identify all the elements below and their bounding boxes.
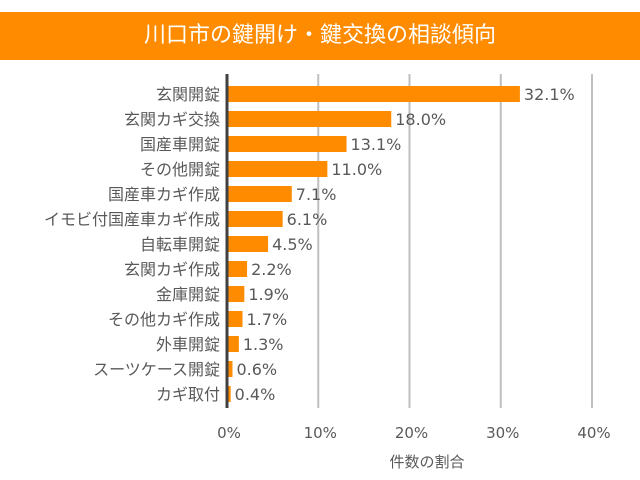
y-tick-label: 玄関カギ交換	[124, 110, 220, 129]
bar	[227, 86, 520, 102]
bar	[227, 186, 292, 202]
bar	[227, 311, 243, 327]
x-tick-label: 40%	[577, 424, 610, 442]
bar	[227, 211, 283, 227]
y-tick-label: カギ取付	[156, 385, 220, 404]
bar	[227, 386, 231, 402]
y-tick-label: スーツケース開錠	[93, 360, 220, 379]
y-tick-label: 自転車開錠	[140, 235, 220, 254]
data-label: 13.1%	[351, 135, 402, 154]
y-tick-label: 玄関開錠	[156, 85, 220, 104]
bar	[227, 336, 239, 352]
data-label: 6.1%	[287, 210, 328, 229]
y-tick-label: 金庫開錠	[156, 285, 220, 304]
data-label: 7.1%	[296, 185, 337, 204]
data-label: 4.5%	[272, 235, 313, 254]
y-tick-label: その他カギ作成	[108, 310, 220, 329]
bar	[227, 286, 245, 302]
y-tick-label: 玄関カギ作成	[124, 260, 220, 279]
bar	[227, 161, 328, 177]
x-tick-label: 10%	[304, 424, 337, 442]
y-tick-label: 国産車カギ作成	[108, 185, 220, 204]
bar	[227, 236, 269, 252]
x-axis-label: 件数の割合	[389, 453, 464, 471]
x-tick-label: 30%	[486, 424, 519, 442]
y-tick-label: 外車開錠	[156, 335, 220, 354]
x-tick-label: 20%	[395, 424, 428, 442]
data-label: 0.6%	[236, 360, 277, 379]
y-tick-label: 国産車開錠	[140, 135, 220, 154]
data-label: 0.4%	[235, 385, 276, 404]
data-label: 1.7%	[247, 310, 288, 329]
x-tick-label: 0%	[217, 424, 241, 442]
chart-title: 川口市の鍵開け・鍵交換の相談傾向	[0, 12, 640, 60]
bar	[227, 136, 347, 152]
data-label: 2.2%	[251, 260, 292, 279]
bar	[227, 261, 248, 277]
data-label: 1.3%	[243, 335, 284, 354]
data-label: 18.0%	[395, 110, 446, 129]
bar	[227, 361, 233, 377]
data-label: 11.0%	[331, 160, 382, 179]
data-label: 32.1%	[524, 85, 575, 104]
data-label: 1.9%	[248, 285, 289, 304]
y-tick-label: イモビ付国産車カギ作成	[44, 210, 220, 229]
bar	[227, 111, 392, 127]
y-tick-label: その他開錠	[140, 160, 220, 179]
